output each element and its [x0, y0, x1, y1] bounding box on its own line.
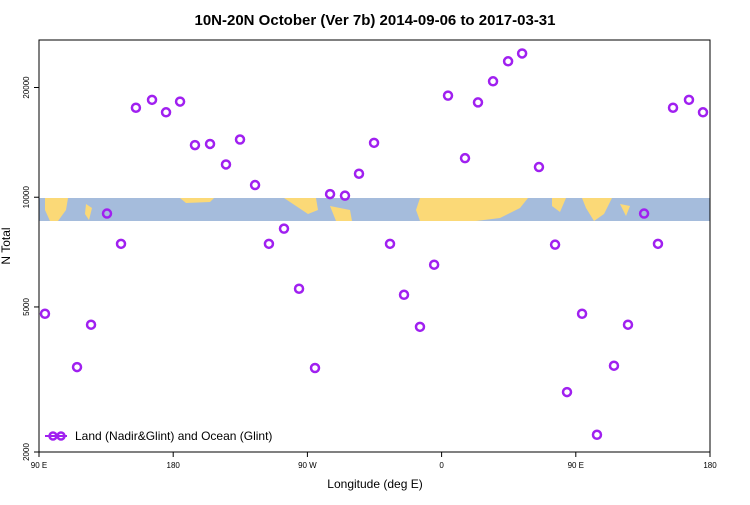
point	[130, 102, 142, 113]
point	[516, 48, 528, 59]
point	[85, 319, 97, 330]
point	[278, 223, 290, 234]
point	[115, 238, 127, 250]
point	[638, 208, 650, 219]
chart-title: 10N-20N October (Ver 7b) 2014-09-06 to 2…	[194, 12, 555, 29]
point	[353, 168, 365, 179]
plot-frame	[38, 39, 711, 453]
point	[398, 289, 410, 301]
point	[697, 107, 709, 118]
point	[220, 159, 232, 170]
point	[368, 137, 380, 149]
point	[263, 238, 275, 250]
point	[561, 386, 573, 398]
map-band	[39, 198, 710, 221]
point	[204, 138, 216, 150]
point	[683, 94, 695, 106]
point	[622, 319, 634, 330]
y-tick-label: 5000	[22, 298, 31, 316]
y-tick-label: 10000	[22, 186, 31, 209]
point	[249, 179, 261, 191]
point	[339, 190, 351, 201]
x-tick-label: 0	[439, 461, 444, 470]
point	[667, 102, 679, 113]
point	[293, 283, 305, 294]
point	[189, 139, 201, 151]
y-tick-label: 20000	[22, 76, 31, 99]
legend-label: Land (Nadir&Glint) and Ocean (Glint)	[75, 429, 272, 443]
point	[608, 360, 620, 371]
x-axis-label: Longitude (deg E)	[327, 477, 422, 491]
point	[309, 362, 321, 374]
point	[324, 188, 336, 200]
point	[549, 239, 561, 250]
point	[428, 259, 440, 270]
point	[414, 321, 426, 333]
y-axis-label: N Total	[0, 227, 13, 264]
point	[533, 161, 545, 173]
point	[146, 94, 158, 106]
legend-marker	[56, 431, 66, 441]
point	[487, 76, 499, 87]
x-tick-label: 180	[703, 461, 717, 470]
point	[459, 152, 471, 164]
point	[502, 56, 514, 67]
point	[71, 361, 83, 373]
point	[384, 238, 396, 250]
x-tick-label: 90 E	[31, 461, 47, 470]
point	[160, 107, 172, 118]
x-tick-label: 180	[167, 461, 181, 470]
point	[652, 238, 664, 250]
point	[472, 97, 484, 108]
point	[39, 308, 51, 319]
point	[174, 96, 186, 107]
y-tick-label: 2000	[22, 443, 31, 461]
x-tick-label: 90 E	[568, 461, 584, 470]
point	[591, 429, 603, 441]
point	[576, 308, 588, 319]
point	[442, 90, 454, 101]
point	[101, 208, 113, 219]
point	[234, 134, 246, 145]
x-tick-label: 90 W	[298, 461, 317, 470]
